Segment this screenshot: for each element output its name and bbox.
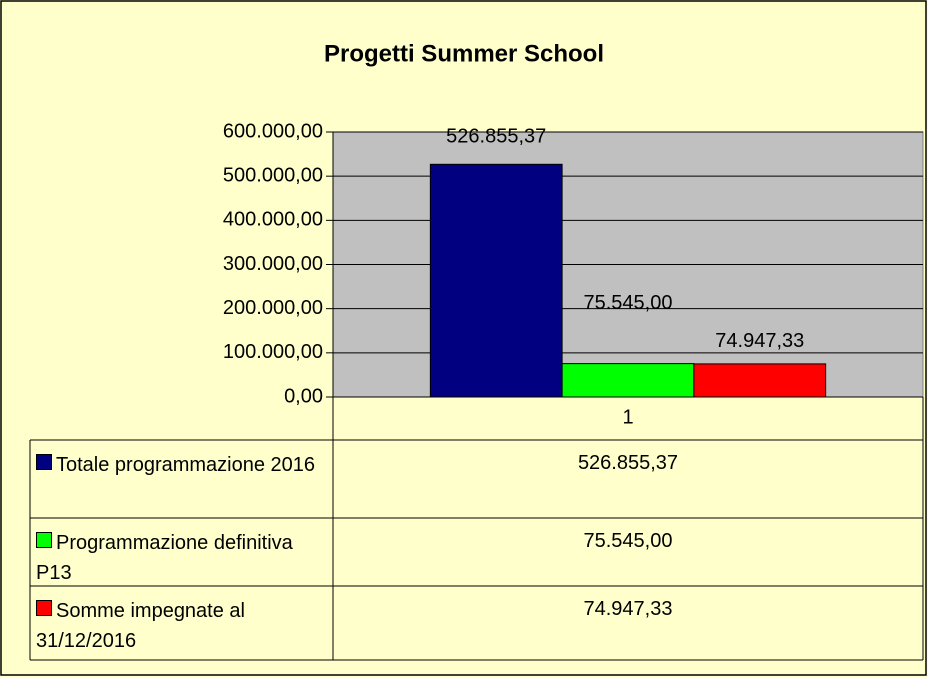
legend-entry: Programmazione definitiva P13 bbox=[36, 528, 326, 588]
legend-key bbox=[36, 600, 52, 616]
y-tick-label: 400.000,00 bbox=[223, 209, 323, 231]
bar bbox=[561, 363, 695, 398]
legend-entry: Somme impegnate al 31/12/2016 bbox=[36, 596, 326, 656]
bar bbox=[693, 363, 827, 398]
legend-label: Somme impegnate al 31/12/2016 bbox=[36, 600, 245, 652]
bar bbox=[429, 163, 563, 398]
legend-key bbox=[36, 532, 52, 548]
table-value: 74.947,33 bbox=[583, 598, 673, 620]
x-tick-label: 1 bbox=[622, 406, 633, 428]
data-label: 75.545,00 bbox=[584, 292, 673, 314]
data-label: 526.855,37 bbox=[446, 126, 546, 148]
y-tick-label: 600.000,00 bbox=[223, 120, 323, 142]
legend-label: Totale programmazione 2016 bbox=[56, 454, 316, 476]
data-label: 74.947,33 bbox=[715, 330, 804, 352]
table-value: 526.855,37 bbox=[577, 452, 679, 474]
y-tick-label: 300.000,00 bbox=[223, 253, 323, 275]
table-value: 75.545,00 bbox=[583, 530, 673, 552]
y-tick-label: 500.000,00 bbox=[223, 164, 323, 186]
y-tick-label: 100.000,00 bbox=[223, 341, 323, 363]
legend-entry: Totale programmazione 2016 bbox=[36, 450, 326, 480]
y-tick-label: 0,00 bbox=[284, 385, 323, 407]
legend-label: Programmazione definitiva P13 bbox=[36, 532, 293, 584]
chart-title: Progetti Summer School bbox=[324, 40, 604, 67]
legend-key bbox=[36, 454, 52, 470]
y-tick-label: 200.000,00 bbox=[223, 297, 323, 319]
